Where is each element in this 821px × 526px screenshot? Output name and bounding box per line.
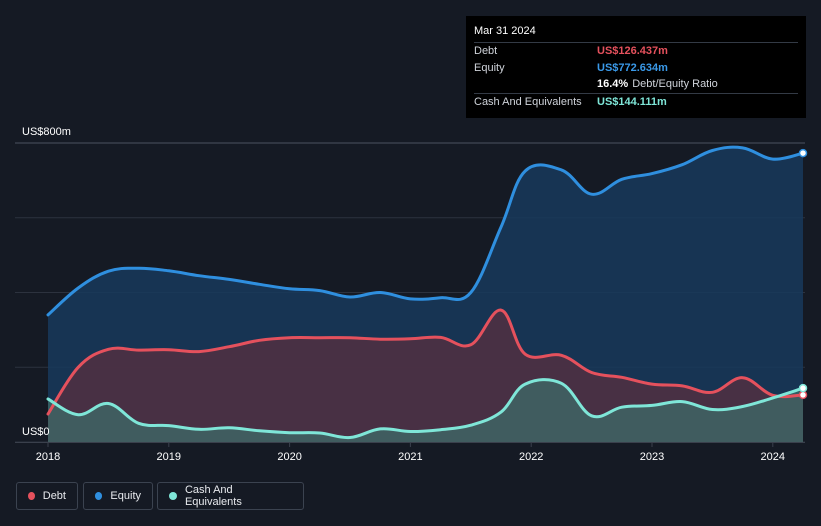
data-tooltip: Mar 31 2024 Debt US$126.437m Equity US$7… <box>466 16 806 118</box>
tooltip-equity-value: US$772.634m <box>597 62 668 74</box>
legend-cash[interactable]: Cash And Equivalents <box>157 482 304 510</box>
x-tick-label-2020: 2020 <box>277 451 301 463</box>
equity-endpoint <box>798 148 808 158</box>
legend-cash-label: Cash And Equivalents <box>184 484 242 508</box>
x-tick-label-2022: 2022 <box>519 451 543 463</box>
cash-line <box>46 378 805 440</box>
tooltip-date: Mar 31 2024 <box>474 25 536 37</box>
legend-debt-label: Debt <box>42 490 66 502</box>
legend-equity[interactable]: Equity <box>83 482 153 510</box>
series-endpoints <box>798 148 808 400</box>
debt-endpoint <box>798 390 808 400</box>
tooltip-cash-row: Cash And Equivalents US$144.111m <box>474 93 798 111</box>
debt-line <box>46 308 805 416</box>
y-axis-top-label: US$800m <box>22 126 71 138</box>
debt-legend-marker <box>28 492 35 500</box>
x-tick-label-2018: 2018 <box>36 451 60 463</box>
tooltip-cash-value: US$144.111m <box>597 96 667 108</box>
x-tick-label-2021: 2021 <box>398 451 422 463</box>
tooltip-cash-label: Cash And Equivalents <box>474 96 582 108</box>
legend-equity-label: Equity <box>110 490 141 502</box>
x-tick-label-2024: 2024 <box>761 451 785 463</box>
x-tick-label-2023: 2023 <box>640 451 664 463</box>
cash-legend-marker <box>169 492 177 500</box>
equity-line <box>46 145 805 317</box>
cash-area <box>48 379 803 442</box>
tooltip-equity-label: Equity <box>474 62 505 74</box>
legend-debt[interactable]: Debt <box>16 482 78 510</box>
tooltip-debt-value: US$126.437m <box>597 45 668 57</box>
tooltip-equity-row: Equity US$772.634m <box>474 60 798 76</box>
tooltip-ratio-label: Debt/Equity Ratio <box>632 78 718 90</box>
x-tick-label-2019: 2019 <box>157 451 181 463</box>
series-lines <box>46 145 805 440</box>
cash-endpoint <box>798 383 808 393</box>
tooltip-ratio-row: 16.4% Debt/Equity Ratio <box>474 76 798 93</box>
series-areas <box>48 147 803 442</box>
tooltip-debt-row: Debt US$126.437m <box>474 42 798 60</box>
x-axis: 2018 2019 2020 2021 2022 2023 2024 <box>36 442 785 463</box>
y-axis-bottom-label: US$0 <box>22 426 50 438</box>
tooltip-debt-label: Debt <box>474 45 498 57</box>
equity-legend-marker <box>95 492 103 500</box>
tooltip-ratio-value: 16.4% <box>597 78 629 90</box>
